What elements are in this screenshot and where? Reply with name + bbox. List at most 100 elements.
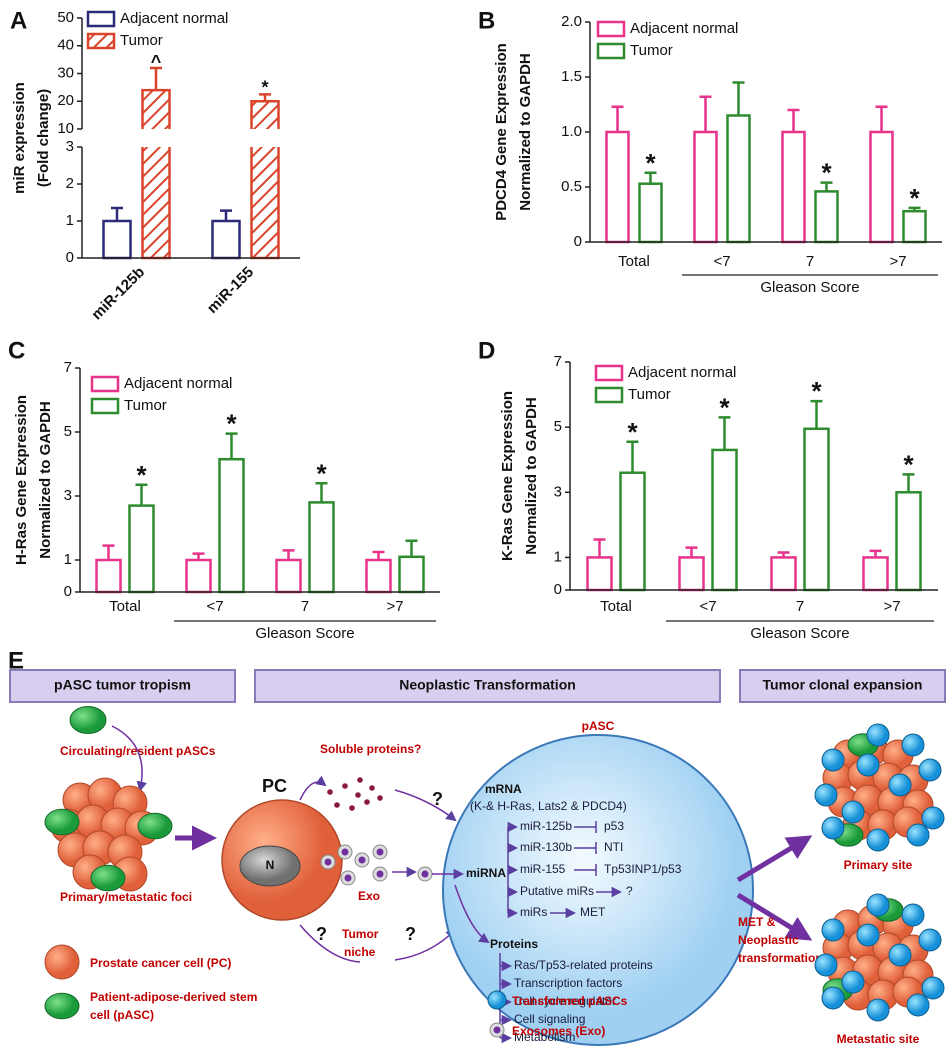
panel-letter: A [10, 7, 27, 34]
exosome-core [376, 848, 384, 856]
y-tick-label: 0 [64, 583, 72, 600]
x-tick-label: miR-125b [88, 264, 148, 324]
significance-mark: * [316, 458, 327, 488]
diagram-text: N [266, 858, 275, 872]
y-tick-label: 0 [554, 581, 562, 598]
significance-mark: * [226, 409, 237, 439]
y-tick-label: 1 [554, 548, 562, 565]
significance-mark: * [719, 392, 730, 422]
nucleus [239, 845, 301, 887]
transformed-cell [901, 733, 925, 757]
legend-label: Adjacent normal [120, 10, 228, 27]
y-tick-label: 1.0 [561, 123, 582, 140]
diagram-text: Metastatic site [837, 1032, 920, 1046]
header-box [9, 669, 236, 703]
transformed-cell [921, 806, 945, 830]
diagram-text: (K-& H-Ras, Lats2 & PDCD4) [470, 799, 627, 813]
header-box [254, 669, 721, 703]
legend-label: Adjacent normal [630, 20, 738, 37]
group-label: Gleason Score [760, 279, 859, 296]
bar [869, 130, 894, 244]
diagram-text: miRNA [466, 866, 506, 880]
bar [726, 114, 751, 244]
error-bar [787, 108, 800, 132]
diagram-text: PC [262, 776, 287, 796]
legend-swatch [594, 364, 624, 382]
transformed-cell [841, 800, 865, 824]
protein-dot [364, 799, 370, 805]
bar [605, 130, 630, 244]
y-tick-label: 2.0 [561, 13, 582, 30]
inhibition [574, 842, 597, 854]
y-axis-title: Normalized to GAPDH [517, 53, 534, 211]
diagram-text: Tumor [342, 927, 379, 941]
y-tick-label: 1 [66, 212, 74, 229]
exosome-core [324, 858, 332, 866]
error-bar [869, 549, 882, 558]
inhibition [574, 821, 597, 833]
error-bar [685, 546, 698, 558]
error-bar [593, 538, 606, 558]
diagram-text: MET [580, 905, 606, 919]
bar [803, 427, 830, 592]
legend-swatch [596, 20, 626, 38]
y-tick-label: 3 [64, 487, 72, 504]
y-tick-label: 0 [574, 233, 582, 250]
y-tick-label: 40 [57, 37, 74, 54]
bar [586, 556, 613, 592]
arrow [394, 789, 457, 822]
exosome-core [421, 870, 429, 878]
bar [185, 558, 212, 594]
x-tick-label: >7 [889, 253, 906, 270]
protein-dot [357, 777, 363, 783]
diagram-text: Primary site [844, 858, 913, 872]
y-tick-label: 5 [554, 418, 562, 435]
y-axis-title: K-Ras Gene Expression [499, 391, 516, 561]
diagram-text: ? [432, 789, 443, 809]
header-box [739, 669, 946, 703]
error-bar [282, 549, 295, 560]
legend-label: Tumor [630, 42, 673, 59]
panel-letter: B [478, 7, 495, 34]
y-tick-label: 7 [64, 359, 72, 376]
transformed-cell [841, 970, 865, 994]
diagram-text: pASC [582, 719, 615, 733]
diagram-text: miRs [520, 905, 547, 919]
bar [218, 457, 245, 594]
transformed-cell [856, 923, 880, 947]
x-tick-label: <7 [699, 598, 716, 615]
transformed-cell [866, 723, 890, 747]
error-bar [810, 399, 823, 429]
y-axis-title: Normalized to GAPDH [37, 401, 54, 559]
y-axis-title: H-Ras Gene Expression [13, 395, 30, 565]
significance-mark: * [261, 78, 268, 98]
stem-cell [44, 992, 80, 1020]
protein-dot [377, 795, 383, 801]
bar [814, 190, 839, 244]
diagram-text: MET & [738, 915, 776, 929]
y-tick-label: 3 [554, 483, 562, 500]
y-tick-label: 20 [57, 92, 74, 109]
y-tick-label: 3 [66, 138, 74, 155]
group-label: Gleason Score [255, 625, 354, 642]
bar [862, 556, 889, 592]
stem-cell [69, 706, 107, 734]
protein-dot [355, 792, 361, 798]
bar [211, 219, 241, 260]
bar [781, 130, 806, 244]
error-bar [135, 483, 148, 506]
x-tick-label: Total [600, 598, 632, 615]
transformed-cell [821, 986, 845, 1010]
legend-label: Tumor [120, 32, 163, 49]
diagram-text: Exo [358, 889, 380, 903]
protein-dot [334, 802, 340, 808]
x-tick-label: >7 [883, 598, 900, 615]
cancer-cell [44, 944, 80, 980]
error-bar [259, 93, 271, 102]
y-tick-label: 1 [64, 551, 72, 568]
diagram-text: Transformed pASCs [512, 994, 628, 1008]
error-bar [225, 432, 238, 460]
stem-cell [137, 812, 173, 840]
transformed-cell [918, 928, 942, 952]
y-tick-label: 5 [64, 423, 72, 440]
